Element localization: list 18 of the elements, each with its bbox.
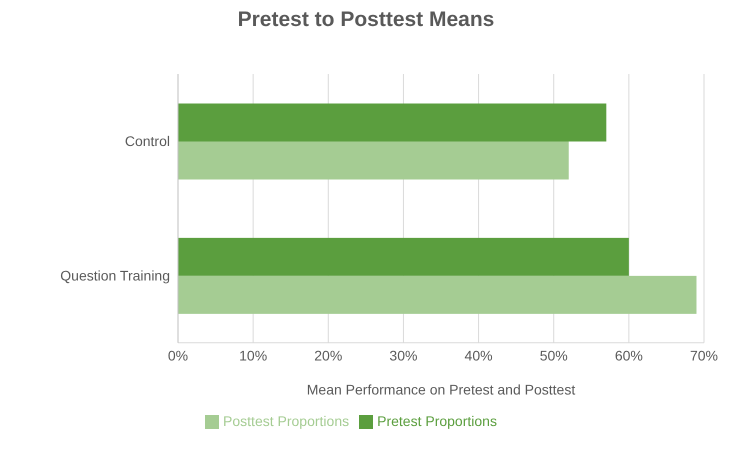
y-tick-label: Question Training <box>60 267 170 284</box>
x-axis-title: Mean Performance on Pretest and Posttest <box>306 382 576 398</box>
bar <box>178 276 696 314</box>
chart-title: Pretest to Posttest Means <box>236 8 496 33</box>
x-tick-label: 70% <box>690 348 718 364</box>
x-tick-label: 10% <box>239 348 268 364</box>
x-tick-label: 50% <box>540 348 568 364</box>
bar <box>178 104 606 142</box>
x-tick-label: 60% <box>614 348 643 364</box>
x-tick-label: 20% <box>314 348 342 364</box>
x-tick-label: 40% <box>464 348 493 364</box>
legend-label: Posttest Proportions <box>223 412 350 429</box>
bar <box>178 238 629 276</box>
x-tick-label: 0% <box>168 348 188 364</box>
x-tick-label: 30% <box>389 348 418 364</box>
y-tick-label: Control <box>124 133 170 150</box>
legend-label: Pretest Proportions <box>377 412 497 429</box>
bar <box>178 142 569 180</box>
